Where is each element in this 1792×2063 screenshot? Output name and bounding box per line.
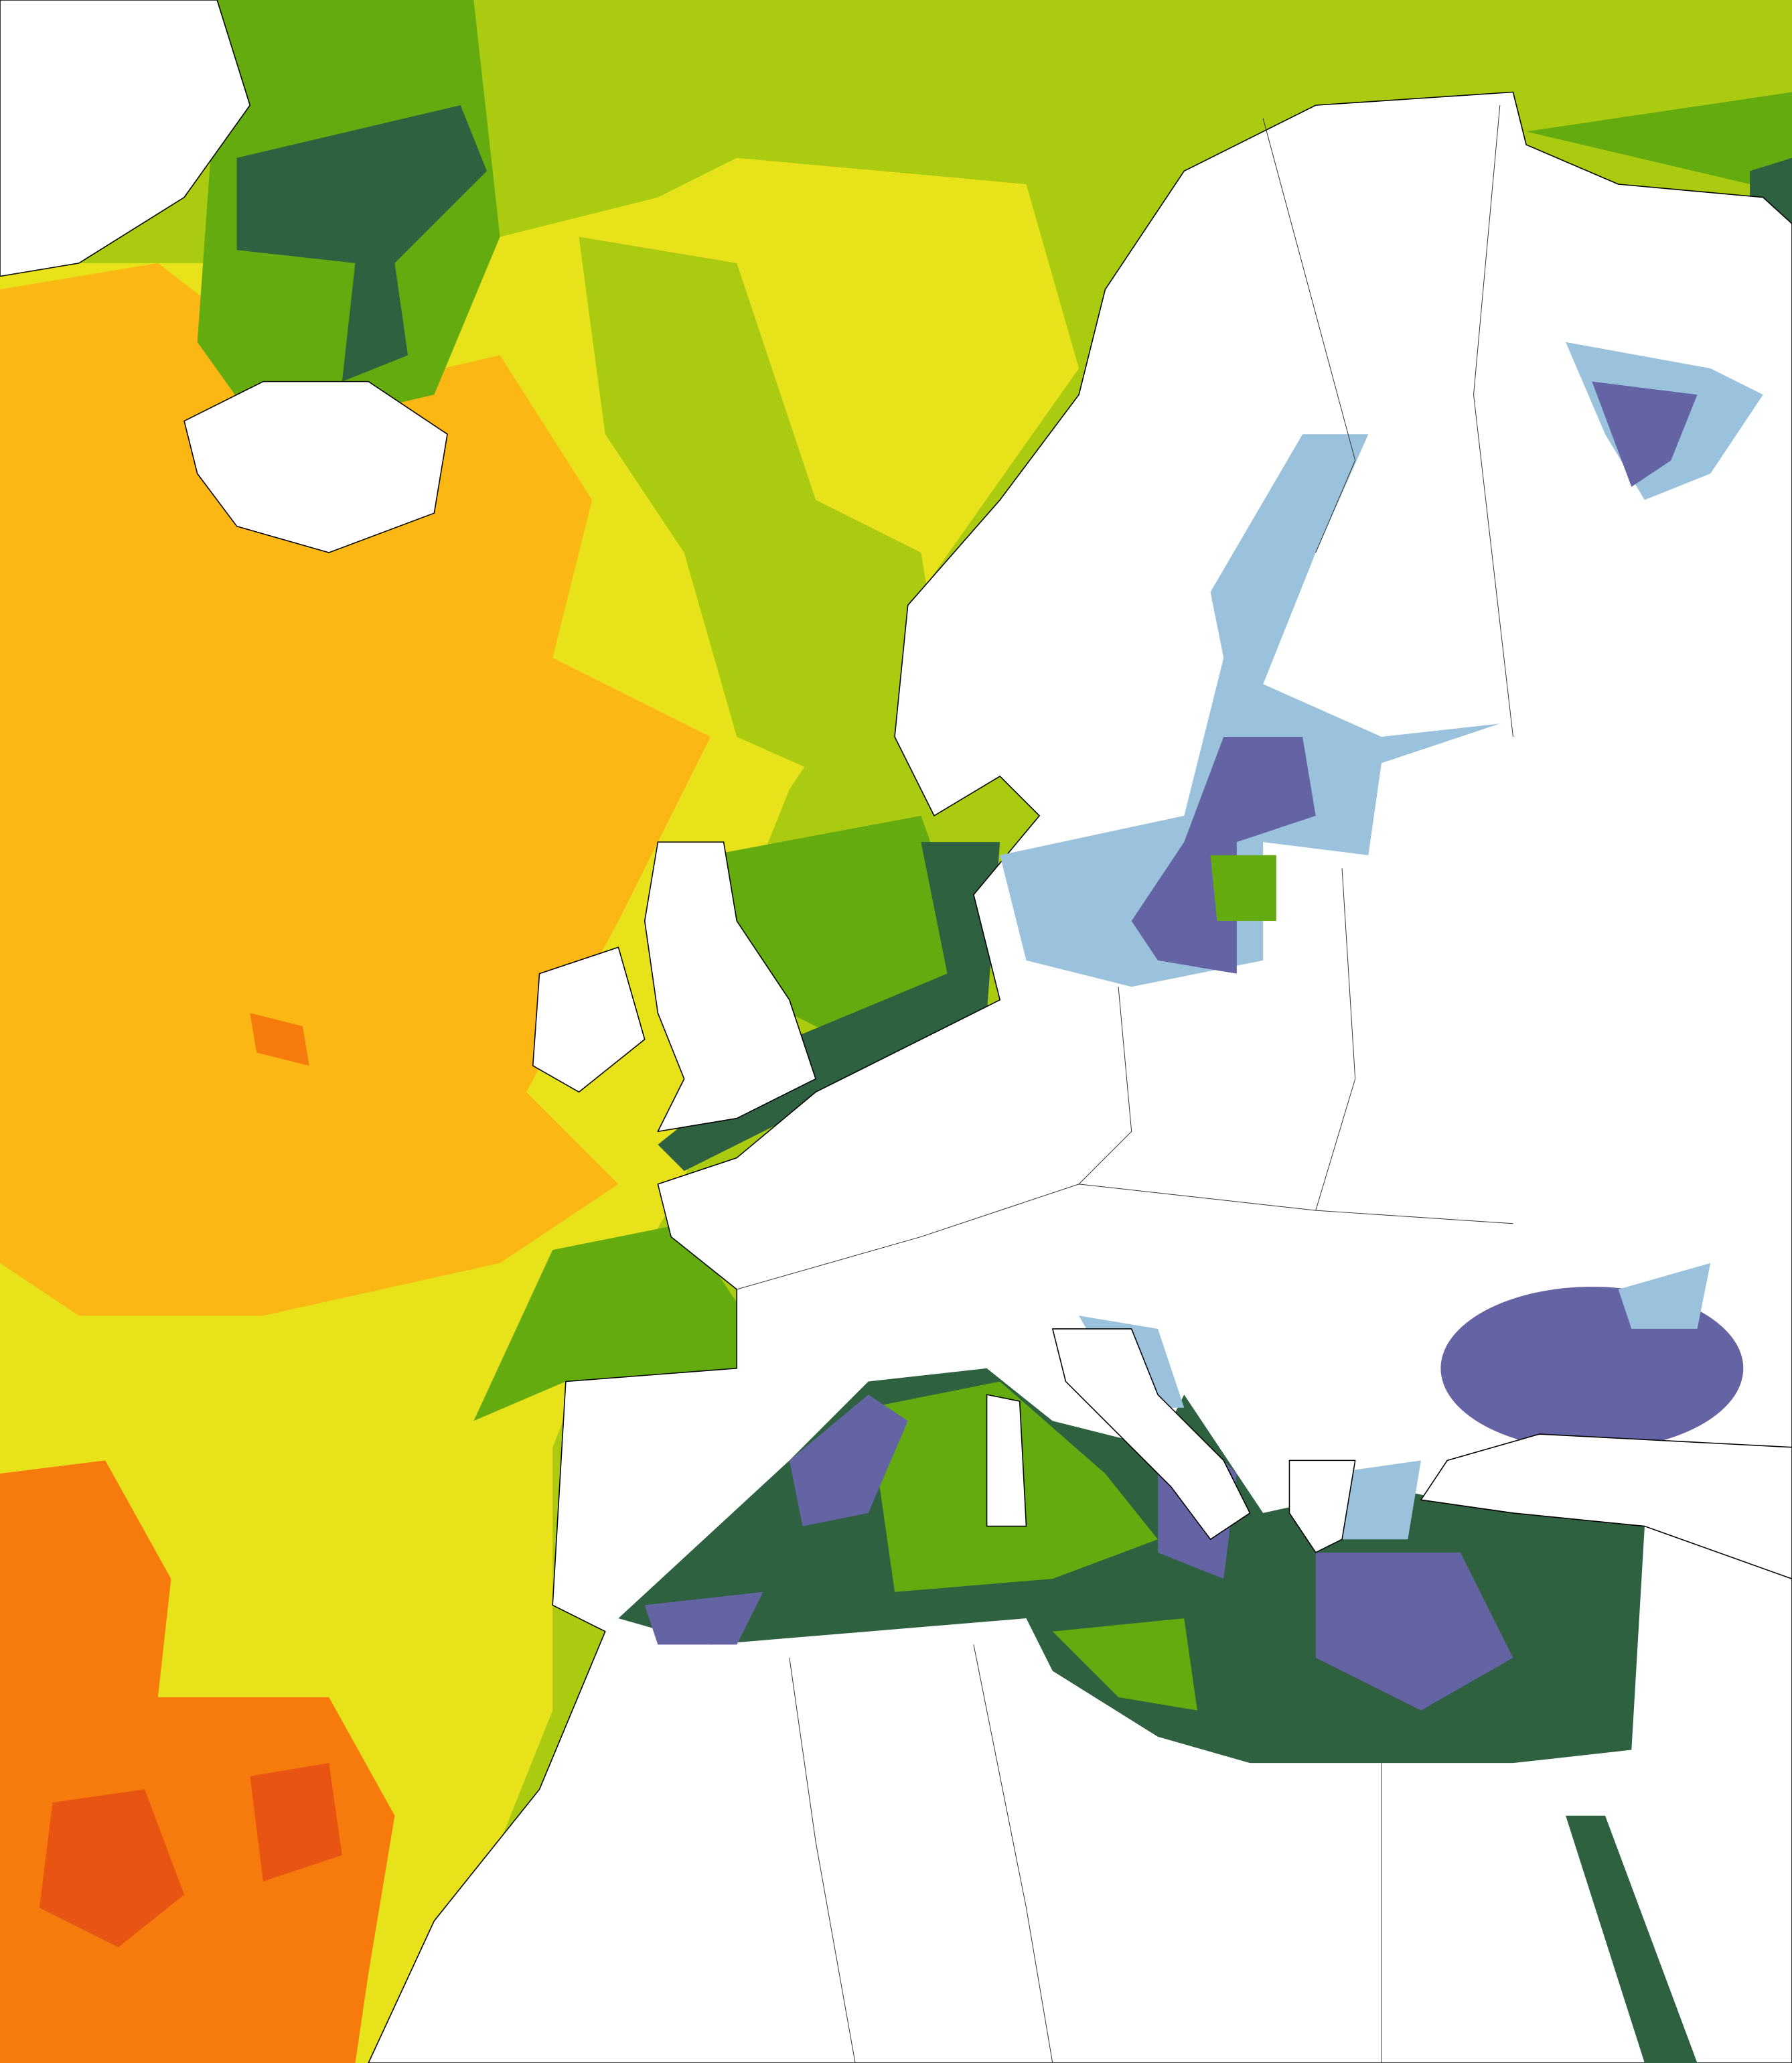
sea-field (236, 105, 487, 382)
sea-field (1315, 1552, 1513, 1711)
sea-field (0, 263, 711, 1316)
sea-field (1526, 92, 1792, 290)
border (1262, 118, 1356, 553)
sea-field (579, 236, 948, 790)
land (532, 946, 646, 1093)
sea-field (1000, 434, 1500, 987)
sea-field (250, 1763, 342, 1881)
sea-field (1052, 1618, 1197, 1711)
land (1420, 1433, 1792, 1579)
border (1078, 987, 1132, 1185)
sea-field (1566, 1815, 1698, 2063)
sea-field (1618, 1263, 1711, 1329)
sea-field (1592, 381, 1698, 487)
sea-field (644, 1591, 763, 1645)
sea-field (789, 1395, 908, 1526)
land (1052, 1328, 1251, 1540)
border (1315, 868, 1356, 1211)
sea-field (473, 1223, 737, 1421)
border (789, 1657, 856, 2063)
land (1288, 1460, 1356, 1553)
sea-field (250, 1013, 309, 1066)
land (0, 0, 251, 277)
land (986, 1394, 1027, 1527)
sea-field (1210, 855, 1276, 921)
border (1473, 105, 1513, 737)
sea-field (39, 1789, 185, 1948)
land (183, 380, 448, 553)
land (644, 841, 816, 1133)
sea-field (1131, 737, 1316, 974)
border (973, 1644, 1053, 2063)
sea-field (710, 815, 987, 1040)
